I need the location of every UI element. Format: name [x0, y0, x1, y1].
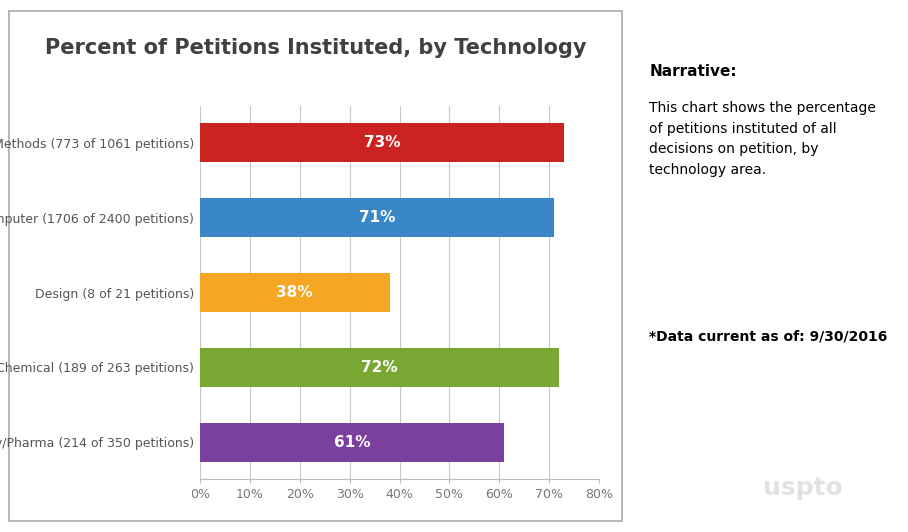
Text: This chart shows the percentage
of petitions instituted of all
decisions on peti: This chart shows the percentage of petit… [649, 101, 876, 177]
Text: Narrative:: Narrative: [649, 64, 737, 79]
Text: 72%: 72% [361, 360, 398, 375]
Bar [200, 273, 390, 312]
Bar [200, 348, 559, 387]
Text: uspto: uspto [763, 476, 843, 500]
Text: 71%: 71% [359, 210, 395, 225]
Text: *Data current as of: 9/30/2016: *Data current as of: 9/30/2016 [649, 330, 888, 344]
Text: Percent of Petitions Instituted, by Technology: Percent of Petitions Instituted, by Tech… [44, 38, 587, 58]
Text: 61%: 61% [334, 435, 370, 450]
Bar [200, 123, 565, 162]
Text: 73%: 73% [364, 135, 400, 151]
Bar [200, 423, 505, 462]
Bar [200, 198, 554, 237]
Text: 38%: 38% [276, 285, 313, 300]
